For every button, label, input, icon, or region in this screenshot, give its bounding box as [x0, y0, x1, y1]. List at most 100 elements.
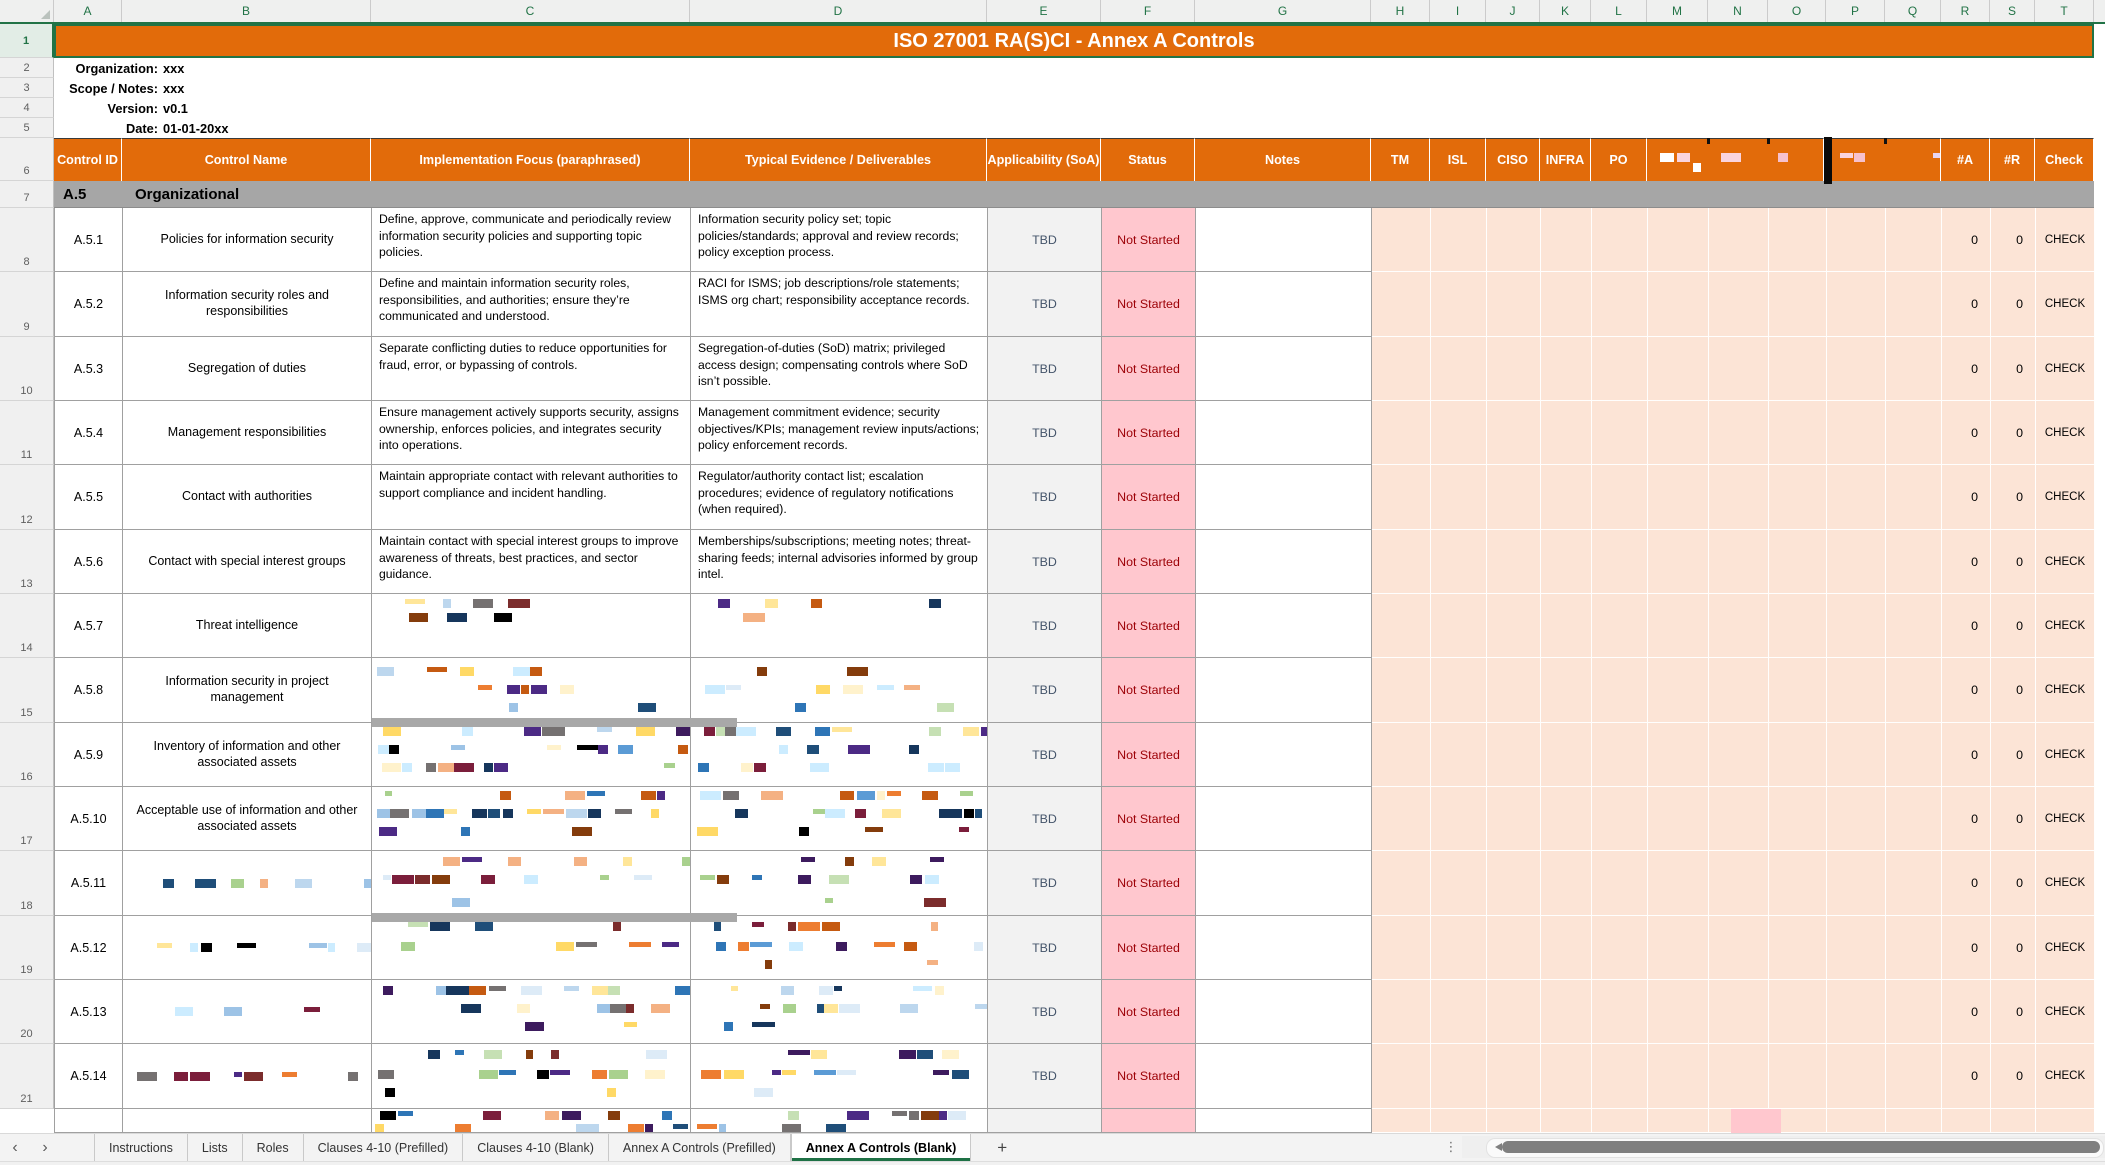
column-header-O[interactable]: O — [1768, 0, 1826, 22]
cell-count-a-12[interactable]: 0 — [1942, 465, 1991, 530]
cell-count-r-9[interactable]: 0 — [1991, 272, 2036, 337]
cell-role-tm-14[interactable] — [1372, 594, 1431, 658]
column-header-B[interactable]: B — [122, 0, 371, 22]
cell-role-po-16[interactable] — [1592, 723, 1648, 787]
cell-role-o-18[interactable] — [1769, 851, 1827, 916]
cell-evidence-10[interactable]: Segregation-of-duties (SoD) matrix; priv… — [691, 337, 988, 401]
cell-partial-r[interactable] — [1942, 1109, 1991, 1133]
cell-partial-s[interactable] — [1991, 1109, 2036, 1133]
cell-evidence-corrupted-16[interactable] — [691, 723, 988, 787]
cell-focus-corrupted-15[interactable] — [372, 658, 691, 723]
cell-notes-20[interactable] — [1196, 980, 1372, 1044]
cell-role-o-10[interactable] — [1769, 337, 1827, 401]
cell-soa-17[interactable]: TBD — [988, 787, 1102, 851]
cell-soa-15[interactable]: TBD — [988, 658, 1102, 723]
cell-check-19[interactable]: CHECK — [2036, 916, 2095, 980]
cell-partial-isl[interactable] — [1431, 1109, 1487, 1133]
cell-count-a-11[interactable]: 0 — [1942, 401, 1991, 465]
row-header-13[interactable]: 13 — [0, 530, 54, 594]
cell-role-p-19[interactable] — [1827, 916, 1886, 980]
cell-control-name-10[interactable]: Segregation of duties — [123, 337, 372, 401]
cell-control-id-19[interactable]: A.5.12 — [55, 916, 123, 980]
cell-soa-19[interactable]: TBD — [988, 916, 1102, 980]
cell-evidence-corrupted-15[interactable] — [691, 658, 988, 723]
organization-value[interactable]: xxx — [163, 60, 185, 76]
row-header-17[interactable]: 17 — [0, 787, 54, 851]
column-header-G[interactable]: G — [1195, 0, 1371, 22]
cell-role-infra-11[interactable] — [1541, 401, 1592, 465]
cell-status-9[interactable]: Not Started — [1102, 272, 1196, 337]
cell-role-m-8[interactable] — [1648, 208, 1709, 272]
cell-role-p-11[interactable] — [1827, 401, 1886, 465]
cell-role-isl-11[interactable] — [1431, 401, 1487, 465]
cell-evidence-12[interactable]: Regulator/authority contact list; escala… — [691, 465, 988, 530]
cell-role-ciso-9[interactable] — [1487, 272, 1541, 337]
cell-role-infra-16[interactable] — [1541, 723, 1592, 787]
cell-count-a-15[interactable]: 0 — [1942, 658, 1991, 723]
cell-role-isl-13[interactable] — [1431, 530, 1487, 594]
cell-role-isl-20[interactable] — [1431, 980, 1487, 1044]
cell-role-n-9[interactable] — [1709, 272, 1769, 337]
row-header-20[interactable]: 20 — [0, 980, 54, 1044]
cell-role-isl-9[interactable] — [1431, 272, 1487, 337]
cell-role-p-9[interactable] — [1827, 272, 1886, 337]
cell-role-q-11[interactable] — [1886, 401, 1942, 465]
cell-role-tm-20[interactable] — [1372, 980, 1431, 1044]
cell-notes-19[interactable] — [1196, 916, 1372, 980]
cell-partial-b[interactable] — [123, 1109, 372, 1133]
cell-focus-11[interactable]: Ensure management actively supports secu… — [372, 401, 691, 465]
cell-soa-12[interactable]: TBD — [988, 465, 1102, 530]
column-header-S[interactable]: S — [1990, 0, 2035, 22]
cell-role-q-17[interactable] — [1886, 787, 1942, 851]
version-value[interactable]: v0.1 — [163, 100, 188, 116]
cell-role-po-14[interactable] — [1592, 594, 1648, 658]
cell-role-p-18[interactable] — [1827, 851, 1886, 916]
cell-role-isl-16[interactable] — [1431, 723, 1487, 787]
cell-control-id-21[interactable]: A.5.14 — [55, 1044, 123, 1109]
cell-notes-18[interactable] — [1196, 851, 1372, 916]
cell-focus-corrupted-14[interactable] — [372, 594, 691, 658]
cell-check-9[interactable]: CHECK — [2036, 272, 2095, 337]
select-all-corner[interactable] — [0, 0, 54, 22]
cell-role-isl-18[interactable] — [1431, 851, 1487, 916]
cell-role-n-16[interactable] — [1709, 723, 1769, 787]
cell-role-n-12[interactable] — [1709, 465, 1769, 530]
cell-control-id-12[interactable]: A.5.5 — [55, 465, 123, 530]
column-header-I[interactable]: I — [1430, 0, 1486, 22]
cell-soa-21[interactable]: TBD — [988, 1044, 1102, 1109]
sheet-tab-lists[interactable]: Lists — [188, 1134, 243, 1161]
cell-count-a-21[interactable]: 0 — [1942, 1044, 1991, 1109]
cell-partial-p[interactable] — [1827, 1109, 1886, 1133]
cell-role-m-21[interactable] — [1648, 1044, 1709, 1109]
cell-role-po-10[interactable] — [1592, 337, 1648, 401]
cell-role-tm-9[interactable] — [1372, 272, 1431, 337]
cell-role-m-20[interactable] — [1648, 980, 1709, 1044]
cell-role-n-11[interactable] — [1709, 401, 1769, 465]
cell-role-infra-13[interactable] — [1541, 530, 1592, 594]
cell-partial-notes[interactable] — [1196, 1109, 1372, 1133]
header-cell-tm[interactable]: TM — [1371, 138, 1430, 181]
column-header-J[interactable]: J — [1486, 0, 1540, 22]
cell-control-name-corrupted-20[interactable] — [123, 980, 372, 1044]
cell-role-tm-11[interactable] — [1372, 401, 1431, 465]
cell-role-o-15[interactable] — [1769, 658, 1827, 723]
cell-role-po-8[interactable] — [1592, 208, 1648, 272]
cell-control-name-13[interactable]: Contact with special interest groups — [123, 530, 372, 594]
cell-evidence-corrupted-14[interactable] — [691, 594, 988, 658]
cell-role-o-14[interactable] — [1769, 594, 1827, 658]
cell-focus-13[interactable]: Maintain contact with special interest g… — [372, 530, 691, 594]
cell-role-p-16[interactable] — [1827, 723, 1886, 787]
cell-evidence-corrupted-20[interactable] — [691, 980, 988, 1044]
cell-role-ciso-14[interactable] — [1487, 594, 1541, 658]
cell-role-o-8[interactable] — [1769, 208, 1827, 272]
cell-partial-status[interactable] — [1102, 1109, 1196, 1133]
section-row[interactable]: A.5 Organizational — [54, 181, 2094, 208]
row-header-10[interactable]: 10 — [0, 337, 54, 401]
cell-role-m-9[interactable] — [1648, 272, 1709, 337]
cell-role-m-19[interactable] — [1648, 916, 1709, 980]
header-cell-infra[interactable]: INFRA — [1540, 138, 1591, 181]
column-header-F[interactable]: F — [1101, 0, 1195, 22]
cell-focus-corrupted-20[interactable] — [372, 980, 691, 1044]
cell-role-ciso-19[interactable] — [1487, 916, 1541, 980]
cell-role-ciso-21[interactable] — [1487, 1044, 1541, 1109]
